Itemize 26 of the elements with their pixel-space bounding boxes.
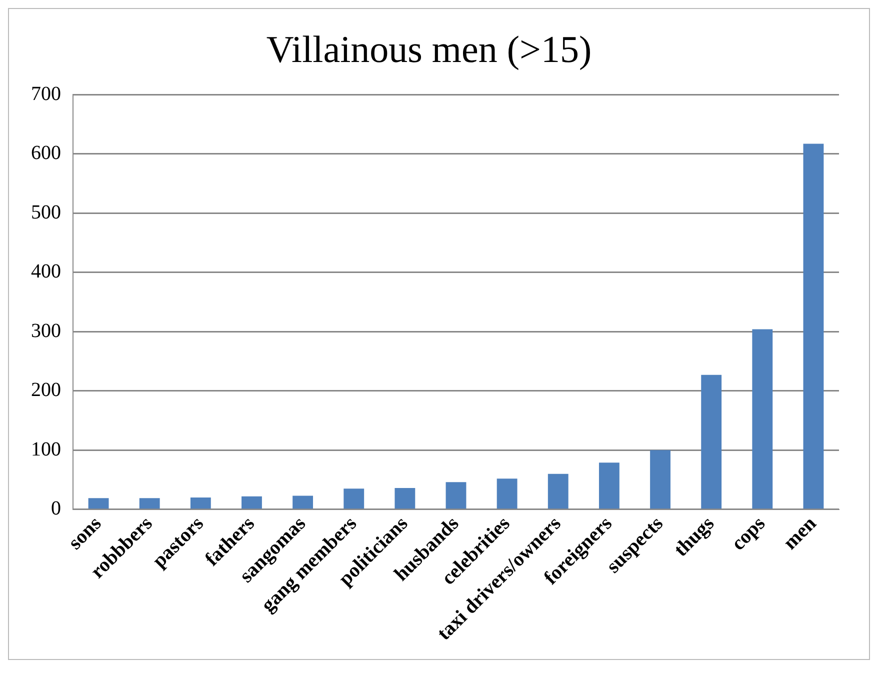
y-tick-label: 100 [31, 438, 61, 460]
bar [446, 482, 466, 509]
bar [190, 498, 211, 509]
bar [803, 144, 824, 509]
bar [548, 474, 568, 509]
bar [752, 329, 773, 509]
y-tick-label: 500 [31, 201, 61, 224]
bar [292, 496, 314, 509]
bar [88, 498, 109, 509]
y-tick-label: 700 [31, 82, 61, 105]
bar [344, 488, 364, 509]
y-tick-label: 300 [31, 320, 61, 342]
y-tick-label: 400 [31, 260, 61, 283]
bar [139, 498, 160, 509]
bar [242, 496, 262, 509]
x-tick-label: men [779, 512, 821, 554]
bar [496, 478, 518, 509]
chart-title: Villainous men (>15) [266, 28, 592, 71]
bar [701, 374, 722, 509]
bar [650, 450, 670, 509]
bar [598, 462, 620, 509]
bar [394, 488, 416, 509]
x-tick-label: cops [727, 512, 770, 555]
y-tick-label: 0 [51, 498, 61, 520]
y-tick-label: 200 [31, 379, 61, 402]
y-tick-label: 600 [31, 142, 61, 164]
